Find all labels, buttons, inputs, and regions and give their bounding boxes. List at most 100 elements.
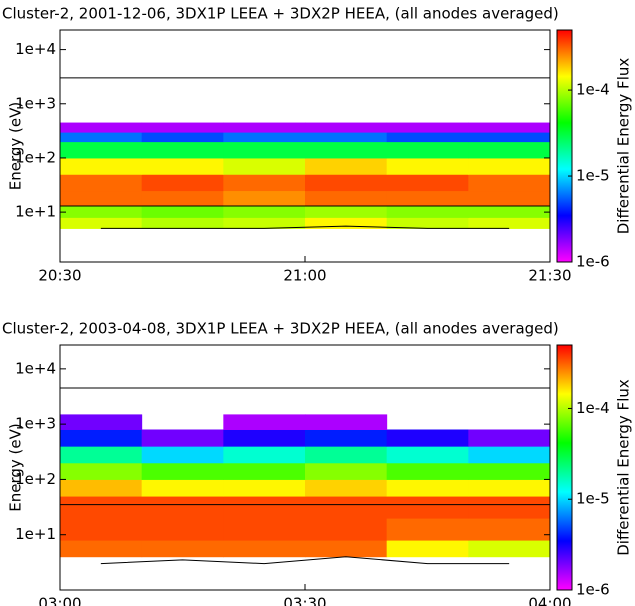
flux-cell <box>386 540 469 558</box>
flux-cell <box>305 132 388 143</box>
flux-cell <box>141 496 224 519</box>
flux-cell <box>468 446 551 464</box>
flux-cell <box>60 518 143 541</box>
flux-cell <box>60 174 143 192</box>
x-tick-label: 04:00 <box>528 595 571 606</box>
flux-cell <box>141 205 224 218</box>
flux-cell <box>60 141 143 159</box>
y-tick-label: 1e+2 <box>15 470 56 488</box>
flux-cell <box>386 518 469 541</box>
flux-cell <box>305 141 388 159</box>
y-tick-label: 1e+1 <box>15 203 56 221</box>
flux-cell <box>223 518 306 541</box>
x-tick-label: 03:00 <box>38 595 81 606</box>
y-tick-label: 1e+2 <box>15 148 56 166</box>
flux-cell <box>386 205 469 218</box>
flux-cell <box>141 462 224 480</box>
flux-cell <box>60 540 143 558</box>
flux-cell <box>223 462 306 480</box>
flux-cell <box>386 122 469 133</box>
colorbar <box>556 29 573 263</box>
flux-cell <box>60 414 143 430</box>
flux-cell <box>386 429 469 447</box>
flux-cell <box>468 122 551 133</box>
flux-cell <box>305 518 388 541</box>
colorbar-tick-label: 1e-4 <box>576 399 610 417</box>
flux-cell <box>223 141 306 159</box>
flux-cell <box>386 462 469 480</box>
flux-cell <box>60 122 143 133</box>
flux-cell <box>60 157 143 175</box>
flux-cell <box>141 157 224 175</box>
chart: Cluster-2, 2003-04-08, 3DX1P LEEA + 3DX2… <box>2 320 633 606</box>
flux-cell <box>60 429 143 447</box>
flux-cell <box>468 174 551 192</box>
flux-cell <box>60 496 143 519</box>
y-tick-label: 1e+3 <box>15 94 56 112</box>
flux-cell <box>468 462 551 480</box>
x-tick-label: 21:30 <box>528 267 571 285</box>
flux-cell <box>468 429 551 447</box>
flux-cell <box>305 496 388 519</box>
flux-cell <box>141 217 224 229</box>
flux-cell <box>305 217 388 229</box>
flux-cell <box>223 429 306 447</box>
y-tick-label: 1e+1 <box>15 525 56 543</box>
flux-cell <box>468 540 551 558</box>
flux-cell <box>386 190 469 207</box>
flux-cell <box>223 132 306 143</box>
flux-cell <box>60 479 143 497</box>
flux-cell <box>223 205 306 218</box>
flux-cell <box>305 462 388 480</box>
flux-cell <box>60 217 143 229</box>
flux-cell <box>60 132 143 143</box>
flux-cell <box>305 479 388 497</box>
flux-cell <box>60 462 143 480</box>
flux-cell <box>223 190 306 207</box>
flux-cell <box>386 446 469 464</box>
flux-cell <box>305 446 388 464</box>
y-axis-label: Energy (eV) <box>7 102 25 190</box>
y-tick-label: 1e+4 <box>15 359 56 377</box>
flux-cell <box>386 174 469 192</box>
flux-cell <box>386 132 469 143</box>
flux-cell <box>305 205 388 218</box>
flux-cell <box>223 122 306 133</box>
colorbar-tick-label: 1e-6 <box>576 253 610 271</box>
flux-cell <box>386 217 469 229</box>
flux-cell <box>305 190 388 207</box>
flux-cell <box>468 496 551 519</box>
flux-cell <box>141 132 224 143</box>
flux-cell <box>305 540 388 558</box>
flux-cell <box>141 122 224 133</box>
flux-cell <box>223 217 306 229</box>
y-tick-label: 1e+4 <box>15 40 56 58</box>
flux-cell <box>60 446 143 464</box>
flux-cell <box>305 157 388 175</box>
flux-cell <box>305 429 388 447</box>
flux-cell <box>223 540 306 558</box>
flux-cell <box>141 141 224 159</box>
x-tick-label: 21:00 <box>283 267 326 285</box>
flux-cell <box>468 190 551 207</box>
flux-cell <box>386 479 469 497</box>
flux-cell <box>141 446 224 464</box>
flux-cell <box>141 190 224 207</box>
flux-cell <box>305 414 388 430</box>
colorbar-tick-label: 1e-4 <box>576 81 610 99</box>
flux-cell <box>468 217 551 229</box>
colorbar-tick-label: 1e-5 <box>576 167 610 185</box>
flux-cell <box>60 205 143 218</box>
colorbar-tick-label: 1e-6 <box>576 581 610 599</box>
flux-cell <box>468 205 551 218</box>
colorbar-label: Differential Energy Flux <box>615 379 633 556</box>
y-axis-label: Energy (eV) <box>7 423 25 511</box>
flux-cell <box>468 518 551 541</box>
flux-cell <box>468 157 551 175</box>
colorbar-label: Differential Energy Flux <box>615 58 633 235</box>
flux-cell <box>468 141 551 159</box>
x-tick-label: 03:30 <box>283 595 326 606</box>
flux-cell <box>386 157 469 175</box>
flux-cell <box>223 479 306 497</box>
